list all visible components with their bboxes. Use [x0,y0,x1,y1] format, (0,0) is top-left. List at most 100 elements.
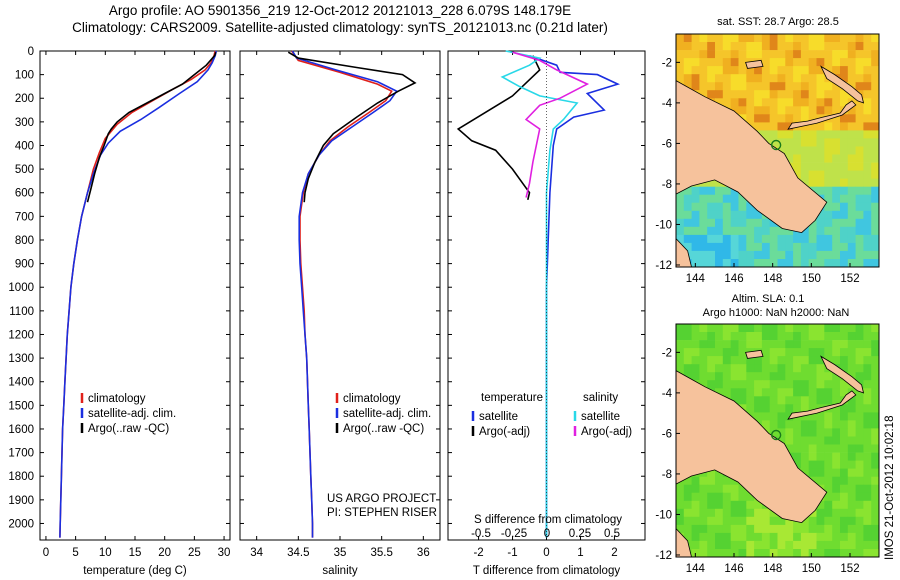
salinity-xtick-label: 36 [417,547,430,559]
temperature-xtick-label: 10 [99,547,112,559]
ytick-label: 1100 [9,306,34,318]
ytick-label: 1600 [8,424,34,436]
sla-map-land-2 [820,355,865,394]
sst-map-ytick-label: -10 [655,219,672,231]
sst-map-land-2 [820,65,865,104]
ytick-label: 1200 [8,329,34,341]
sst-map-xtick-label: 152 [840,273,859,285]
ytick-label: 700 [15,211,34,223]
salinity-diff-tick: 0.5 [604,528,620,540]
difference-xlabel: T difference from climatology [473,565,620,577]
salinity-xtick-label: 34 [250,547,263,559]
ytick-label: 1300 [8,353,34,365]
sla-map-title: Altim. SLA: 0.1 [732,293,805,305]
salinity-diff-tick: -0.25 [501,528,527,540]
chart-title-line1: Argo profile: AO 5901356_219 12-Oct-2012… [108,3,572,18]
salinity-series-1 [291,50,398,538]
temperature-xlabel: temperature (deg C) [83,565,187,577]
sla-map-ytick-label: -8 [662,469,672,481]
salinity-diff-tick: 0 [544,528,550,540]
sla-map-xtick-label: 148 [763,563,782,575]
ytick-label: 300 [15,117,34,129]
diff-legend-item: Argo(-adj) [581,426,632,438]
temperature-series-1 [59,50,218,538]
ytick-label: 100 [15,70,34,82]
sst-map-xtick-label: 150 [802,273,821,285]
project-annotation: PI: STEPHEN RISER [327,507,437,519]
sla-map-land-0 [675,369,828,524]
temperature-legend-item: satellite-adj. clim. [88,408,176,420]
salinity-legend-item: climatology [343,393,401,405]
difference-xtick-label: -1 [507,547,517,559]
temperature-xtick-label: 20 [158,547,171,559]
sst-map-ytick-label: -6 [662,138,672,150]
sst-map-land-1 [787,100,857,130]
sst-map-xtick-label: 144 [686,273,706,285]
temperature-xtick-label: 0 [43,547,49,559]
project-annotation: US ARGO PROJECT [327,493,436,505]
difference-xtick-label: 0 [543,547,549,559]
ytick-label: 1900 [8,495,34,507]
temperature-xtick-label: 30 [218,547,231,559]
diff-legend-item: Argo(-adj) [479,426,530,438]
salinity-xtick-label: 35.5 [370,547,392,559]
sst-map-ytick-label: -12 [655,260,672,272]
difference-series-1 [456,55,541,200]
sst-map-land-0 [675,79,828,234]
difference-series-3 [512,51,590,198]
sla-map-subtitle: Argo h1000: NaN h2000: NaN [703,307,850,319]
sla-map-ytick-label: -6 [662,428,672,440]
sla-map-xtick-label: 144 [686,563,706,575]
sla-map-xtick-label: 150 [802,563,821,575]
sla-map-frame [675,323,880,558]
diff-legend-item: satellite [479,411,518,423]
legend-title-salinity: salinity [583,392,618,404]
ytick-label: 500 [15,164,34,176]
sst-map-ytick-label: -4 [662,98,673,110]
sst-map-xtick-label: 146 [724,273,743,285]
temperature-series-2 [86,51,217,203]
sla-map-float-marker [770,429,782,441]
sla-map-land-1 [787,390,857,420]
ytick-label: 0 [28,46,34,58]
sla-map-ytick-label: -12 [655,550,672,562]
difference-xtick-label: 1 [577,547,583,559]
sla-map-xtick-label: 146 [724,563,743,575]
sst-map-ytick-label: -8 [662,179,672,191]
ytick-label: 2000 [8,518,34,530]
temperature-xtick-label: 25 [188,547,201,559]
difference-series-0 [529,54,621,538]
sla-map-xtick-label: 152 [840,563,859,575]
ytick-label: 800 [15,235,34,247]
temperature-legend-item: Argo(..raw -QC) [88,423,169,435]
ytick-label: 200 [15,93,34,105]
ytick-label: 900 [15,259,34,271]
ytick-label: 1500 [8,400,34,412]
temperature-legend-item: climatology [88,393,146,405]
salinity-diff-tick: -0.5 [471,528,491,540]
ytick-label: 1000 [8,282,34,294]
sla-map-ytick-label: -4 [662,388,673,400]
sst-map-float-marker [770,139,782,151]
difference-series-2 [500,50,579,538]
salinity-diff-label: S difference from climatology [474,514,622,526]
ytick-label: 1400 [8,377,34,389]
ytick-label: 600 [15,188,34,200]
salinity-xtick-label: 35 [334,547,347,559]
difference-xtick-label: -2 [473,547,483,559]
legend-title-temperature: temperature [481,392,543,404]
diff-legend-item: satellite [581,411,620,423]
temperature-frame [39,50,231,541]
sst-map-xtick-label: 148 [763,273,782,285]
salinity-series-2 [287,51,417,203]
temperature-xtick-label: 5 [72,547,78,559]
ytick-label: 1800 [8,471,34,483]
temperature-series-0 [59,50,216,538]
sst-map-title: sat. SST: 28.7 Argo: 28.5 [717,16,839,28]
salinity-xtick-label: 34.5 [287,547,309,559]
sla-map-land-3 [745,349,764,359]
sla-map-ytick-label: -10 [655,509,672,521]
sla-map-ytick-label: -2 [662,347,672,359]
salinity-xlabel: salinity [322,565,357,577]
